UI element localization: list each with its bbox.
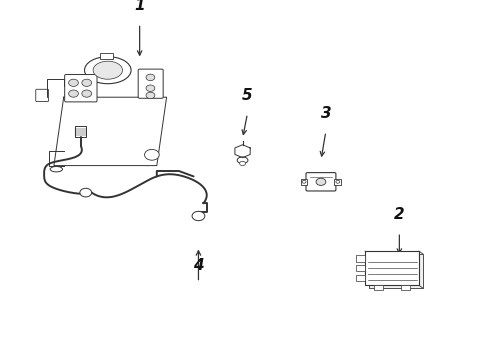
Ellipse shape — [93, 61, 122, 79]
Bar — [401, 285, 411, 289]
Text: 4: 4 — [193, 257, 204, 273]
Bar — [356, 255, 365, 262]
Circle shape — [302, 180, 306, 183]
FancyBboxPatch shape — [65, 75, 97, 102]
Text: 5: 5 — [242, 88, 253, 103]
Circle shape — [82, 79, 92, 86]
Circle shape — [80, 188, 92, 197]
Text: 1: 1 — [134, 0, 145, 13]
Bar — [301, 179, 308, 185]
FancyBboxPatch shape — [36, 89, 49, 102]
Circle shape — [82, 90, 92, 97]
Polygon shape — [54, 97, 167, 166]
Text: 3: 3 — [320, 106, 331, 121]
Circle shape — [146, 92, 155, 99]
FancyBboxPatch shape — [75, 126, 86, 137]
Circle shape — [69, 79, 78, 86]
FancyBboxPatch shape — [365, 251, 419, 285]
Bar — [100, 53, 113, 59]
Circle shape — [240, 161, 245, 166]
Circle shape — [316, 178, 326, 185]
Bar — [356, 275, 365, 281]
Polygon shape — [235, 145, 250, 158]
FancyBboxPatch shape — [369, 254, 423, 288]
FancyBboxPatch shape — [306, 173, 336, 191]
Circle shape — [336, 180, 340, 183]
Ellipse shape — [50, 166, 63, 172]
Bar — [356, 265, 365, 271]
Ellipse shape — [85, 57, 131, 84]
Ellipse shape — [237, 157, 248, 163]
Circle shape — [69, 90, 78, 97]
FancyBboxPatch shape — [138, 69, 163, 98]
Bar — [374, 285, 384, 289]
Circle shape — [192, 211, 205, 221]
Bar — [334, 179, 341, 185]
Circle shape — [146, 74, 155, 81]
Circle shape — [146, 85, 155, 91]
Text: 2: 2 — [394, 207, 405, 222]
Circle shape — [145, 149, 159, 160]
